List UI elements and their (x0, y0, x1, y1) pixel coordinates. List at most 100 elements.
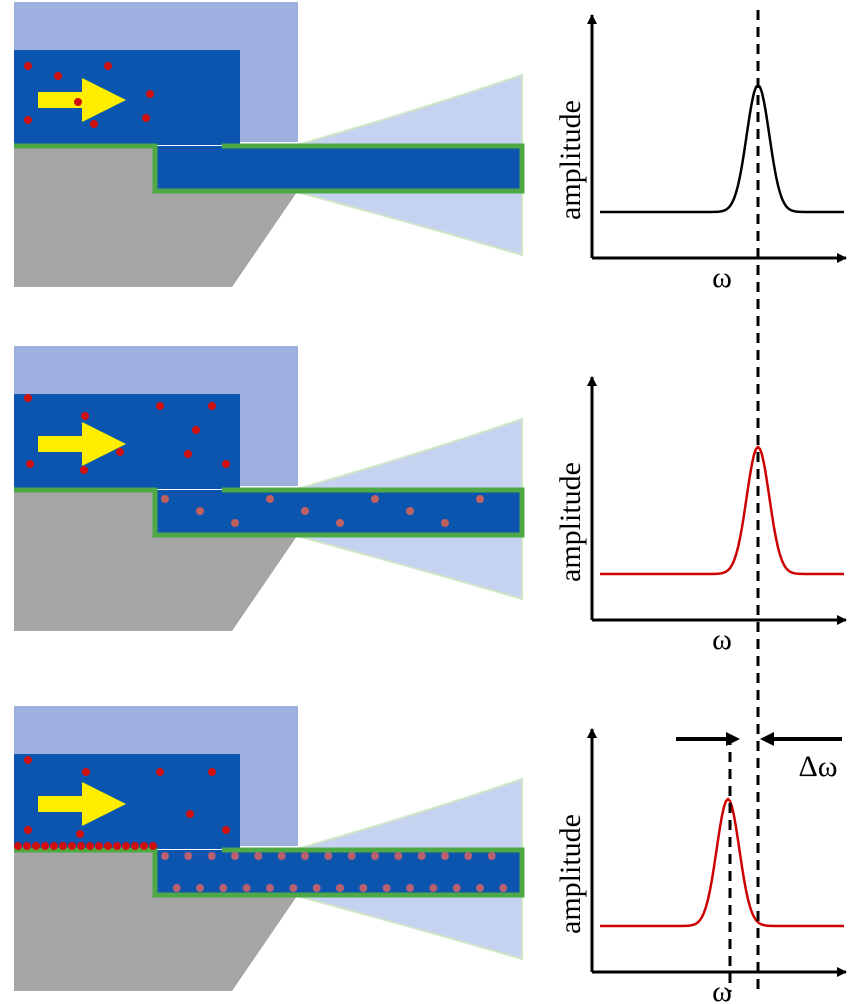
adsorbed-particle (266, 495, 274, 503)
beam-envelope (296, 777, 523, 961)
response-curve (600, 445, 844, 576)
particle (184, 450, 192, 458)
adsorbed-particle (429, 884, 438, 892)
particle (24, 756, 32, 764)
adsorbed-particle (371, 852, 379, 860)
adsorbed-particle (406, 507, 414, 515)
x-axis-label: ω (712, 975, 732, 1004)
adsorbed-particle (277, 852, 286, 860)
particle (156, 768, 164, 776)
adsorbed-particle (86, 842, 94, 850)
adsorbed-particle (104, 842, 112, 850)
adsorbed-particle (336, 519, 344, 527)
particle (208, 402, 216, 410)
particle (26, 460, 34, 468)
particle (192, 426, 200, 434)
response-curve (600, 797, 844, 928)
adsorbed-particle (487, 852, 496, 860)
adsorbed-particle (312, 884, 321, 892)
particle (54, 72, 62, 80)
particle (146, 90, 154, 98)
particle (76, 830, 84, 838)
particle (74, 98, 82, 106)
beam-envelope (296, 417, 523, 601)
adsorbed-particle (196, 507, 204, 515)
adsorbed-particle (77, 842, 85, 850)
adsorbed-particle (371, 495, 379, 503)
adsorbed-particle (324, 852, 333, 860)
substrate (14, 851, 297, 991)
adsorbed-particle (499, 884, 508, 892)
adsorbed-particle (219, 884, 228, 892)
flow-arrow (38, 78, 126, 122)
adsorbed-particle (207, 852, 216, 860)
adsorbed-particle (14, 842, 22, 850)
particle (24, 826, 32, 834)
adsorbed-particle (476, 495, 484, 503)
response-curve (600, 83, 844, 214)
y-axis-label: amplitude (554, 462, 587, 582)
adsorbed-particle (149, 842, 157, 850)
panel: amplitude ω (14, 346, 847, 656)
adsorbed-particle (113, 842, 121, 850)
adsorbed-particle (172, 884, 181, 892)
adsorbed-particle (289, 884, 298, 892)
y-axis-label: amplitude (554, 814, 587, 934)
x-axis-label: ω (712, 261, 732, 294)
particle (24, 62, 32, 70)
adsorbed-particle (231, 519, 239, 527)
substrate (14, 491, 297, 631)
particle (82, 768, 90, 776)
adsorbed-particle (59, 842, 67, 850)
adsorbed-particle (131, 842, 139, 850)
adsorbed-particle (441, 852, 449, 860)
particle (208, 768, 216, 776)
adsorbed-particle (452, 884, 461, 892)
particle (81, 412, 89, 420)
channel (14, 847, 525, 898)
adsorbed-particle (161, 852, 169, 860)
adsorbed-particle (184, 852, 193, 860)
adsorbed-particle (476, 884, 484, 892)
adsorbed-particle (301, 852, 309, 860)
particle (24, 394, 32, 402)
adsorbed-particle (95, 842, 103, 850)
particle (116, 448, 124, 456)
adsorbed-particle (441, 519, 449, 527)
adsorbed-particle (394, 852, 403, 860)
panel: amplitude ω (14, 706, 847, 1004)
adsorbed-particle (231, 852, 239, 860)
substrate (14, 147, 297, 287)
adsorbed-particle (41, 842, 49, 850)
particle (104, 62, 112, 70)
shift-label: Δω (798, 750, 837, 783)
adsorbed-particle (68, 842, 76, 850)
adsorbed-particle (382, 884, 391, 892)
channel (14, 143, 525, 194)
particle (222, 460, 230, 468)
x-axis-label: ω (712, 623, 732, 656)
adsorbed-particle (254, 852, 263, 860)
particle (90, 120, 98, 128)
flow-arrow (38, 422, 126, 466)
adsorbed-particle (336, 884, 344, 892)
particle (24, 116, 32, 124)
shift-arrowhead (726, 732, 740, 746)
particle (142, 114, 150, 122)
adsorbed-particle (242, 884, 251, 892)
particle (222, 826, 230, 834)
adsorbed-particle (50, 842, 58, 850)
adsorbed-particle (161, 495, 169, 503)
adsorbed-particle (122, 842, 130, 850)
adsorbed-particle (140, 842, 148, 850)
adsorbed-particle (464, 852, 473, 860)
panel: amplitude ω (14, 2, 847, 294)
channel (14, 487, 525, 538)
adsorbed-particle (347, 852, 356, 860)
particle (80, 466, 88, 474)
adsorbed-particle (301, 507, 309, 515)
y-axis-label: amplitude (554, 100, 587, 220)
flow-arrow (38, 782, 126, 826)
adsorbed-particle (417, 852, 426, 860)
